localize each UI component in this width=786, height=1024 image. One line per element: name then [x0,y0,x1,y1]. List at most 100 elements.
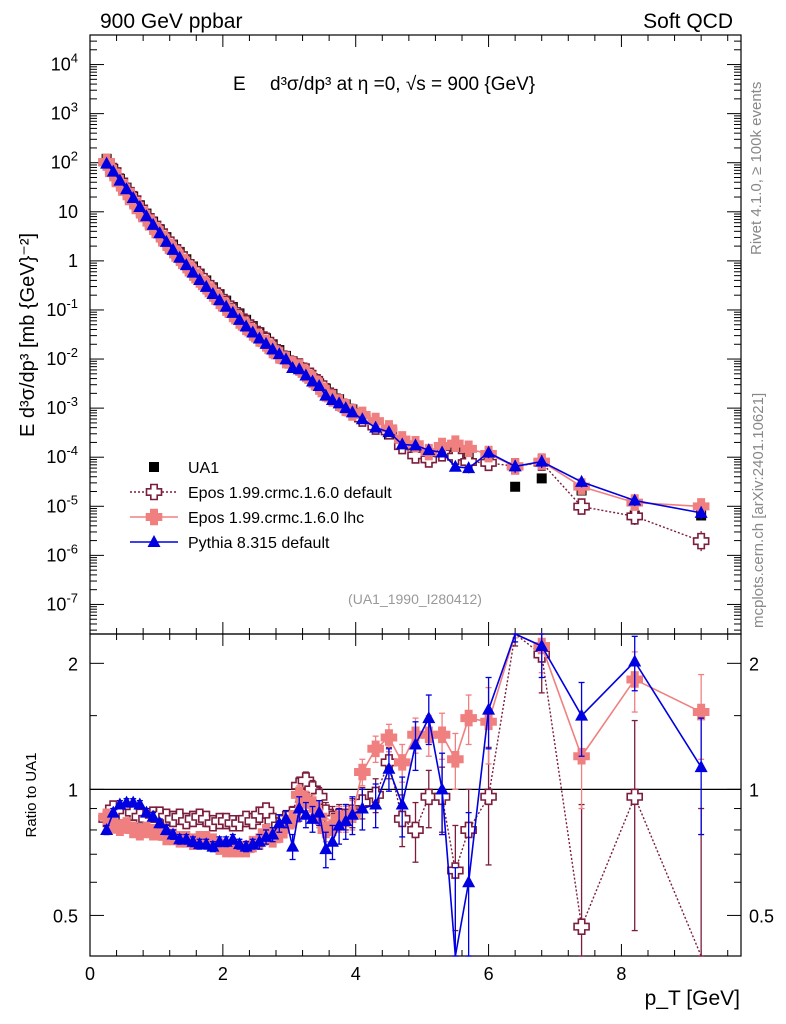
y-tick-label: 10-2 [46,345,78,369]
ratio-y-tick-label-right: 0.5 [749,906,774,926]
pythia-ratio-point [312,805,326,818]
header-left: 900 GeV ppbar [100,10,242,33]
header-right: Soft QCD [643,10,733,33]
pythia-main-point [173,250,187,263]
pythia-main-point [355,412,369,425]
analysis-id: (UA1_1990_I280412) [348,591,482,607]
y-tick-label: 103 [51,100,78,124]
pythia-main-point [409,438,422,451]
pythia-main-point [199,279,213,292]
pythia-main-point [120,182,134,195]
pythia-ratio-point [272,816,286,829]
pythia-main-point [193,273,207,286]
epos_default-ratio-point [626,788,644,806]
pythia-ratio-point [435,782,449,795]
ratio-y-tick-label: 0.5 [53,906,78,926]
pythia-main-point [106,164,120,177]
pythia-main-point [448,459,462,472]
pythia-main-point [179,258,193,271]
pythia-ratio-point [345,807,359,820]
data-point [510,481,521,492]
epos_default-main-point [447,448,464,465]
pythia-ratio-point [279,811,293,824]
plot-title-prefix: E [233,74,246,95]
epos_lhc-ratio-point [393,754,411,771]
pythia-ratio-point [482,702,496,715]
pythia-main-point [306,374,320,387]
pythia-main-point [239,319,253,332]
pythia-main-point [213,293,227,306]
x-tick-label: 2 [218,964,228,984]
data-point [536,473,547,484]
pythia-ratio-point [325,834,339,847]
pythia-main-point [266,342,280,355]
pythia-main-point [186,265,200,278]
ratio-y-tick-label-right: 1 [749,780,759,800]
epos_lhc-ratio-point [367,740,384,758]
pythia-main-point [153,226,167,239]
pythia-main-point [325,393,339,406]
pythia-main-point [206,286,220,299]
y-tick-label: 10-1 [46,296,78,320]
ratio-y-tick-label: 1 [68,780,78,800]
epos_lhc-ratio-point [692,703,710,721]
y-axis-label: E d³σ/dp³ [mb {GeV}⁻²] [17,233,39,437]
pythia-ratio-point [139,805,153,818]
epos_lhc-ratio-point [380,729,398,746]
x-tick-label: 6 [484,964,494,984]
legend-marker-epos_lhc [145,508,163,526]
pythia-main-point [292,362,306,375]
y-tick-label: 102 [51,149,78,173]
pythia-main-point [272,347,286,360]
legend-label-epos_default: Epos 1.99.crmc.1.6.0 default [188,485,392,502]
pythia-main-point [422,443,436,456]
epos_default-main-point [573,498,590,515]
x-tick-label: 4 [351,964,361,984]
ratio-y-axis-label: Ratio to UA1 [23,752,40,837]
pythia-ratio-point [100,822,114,835]
pythia-main-point [100,156,114,169]
legend-label-data: UA1 [188,460,219,477]
pythia-main-point [319,388,333,401]
pythia-ratio-point [146,809,160,822]
pythia-main-point [252,331,266,344]
pythia-main-point [166,242,180,255]
pythia-main-point [575,474,589,487]
y-tick-label: 10 [58,202,78,222]
pythia-ratio-point [395,797,409,810]
pythia-main-point [279,352,293,365]
pythia-main-point [126,191,140,204]
pythia-ratio-point [159,822,173,835]
pythia-ratio-point [292,801,306,814]
pythia-ratio-point [286,839,300,852]
pythia-main-point [369,420,383,433]
pythia-main-point [113,173,127,186]
epos_default-ratio-point [310,788,328,806]
main-panel-marks [98,153,710,552]
ratio-panel-marks [90,632,741,957]
y-tick-label: 10-7 [46,590,78,614]
pythia-main-point [159,234,173,247]
x-axis-label: p_T [GeV] [645,987,740,1010]
pythia-ratio-point [206,839,220,852]
pythia-main-point [462,461,476,474]
pythia-main-point [535,454,549,467]
pythia-ratio-point [409,737,422,750]
epos_lhc-main-line [105,161,702,508]
pythia-main-point [508,459,522,472]
epos_default-ratio-point [407,821,424,839]
epos_lhc-main-point [460,440,477,458]
pythia-main-point [628,493,642,506]
mcplots-label: mcplots.cern.ch [arXiv:2401.10621] [750,393,767,628]
pythia-ratio-point [153,816,167,829]
legend-label-epos_lhc: Epos 1.99.crmc.1.6.0 lhc [188,510,364,527]
pythia-main-point [226,305,240,318]
pythia-ratio-point [382,761,396,774]
ratio-y-tick-label: 2 [68,654,78,674]
pythia-ratio-point [166,827,180,840]
pythia-main-point [139,209,153,222]
pythia-ratio-point [575,708,589,721]
epos_default-ratio-point [573,918,590,935]
pythia-main-point [259,336,273,349]
